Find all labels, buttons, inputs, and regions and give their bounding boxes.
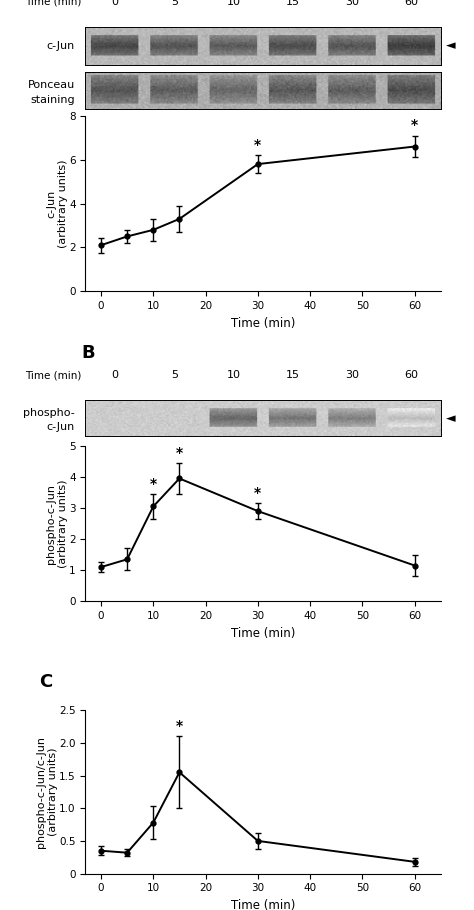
Text: 0: 0: [111, 0, 118, 6]
X-axis label: Time (min): Time (min): [231, 317, 295, 329]
Text: 15: 15: [286, 370, 300, 380]
Text: c-Jun: c-Jun: [46, 422, 75, 432]
Text: Time (min): Time (min): [26, 0, 82, 6]
Text: *: *: [411, 118, 418, 132]
Text: 5: 5: [171, 0, 178, 6]
Text: c-Jun: c-Jun: [46, 41, 75, 51]
Text: B: B: [82, 344, 95, 362]
Text: *: *: [254, 486, 261, 501]
Text: 10: 10: [227, 0, 240, 6]
Text: Time (min): Time (min): [26, 370, 82, 380]
X-axis label: Time (min): Time (min): [231, 899, 295, 910]
Text: 30: 30: [345, 0, 359, 6]
Text: Ponceau: Ponceau: [27, 80, 75, 90]
Text: 60: 60: [404, 0, 418, 6]
Text: phospho-: phospho-: [23, 408, 75, 418]
Text: C: C: [39, 672, 52, 691]
Text: 30: 30: [345, 370, 359, 380]
Text: *: *: [150, 477, 157, 490]
Text: 10: 10: [227, 370, 240, 380]
Text: 5: 5: [171, 370, 178, 380]
Text: ◄: ◄: [446, 40, 456, 53]
Text: *: *: [176, 446, 183, 460]
Y-axis label: c-Jun
(arbitrary units): c-Jun (arbitrary units): [46, 159, 68, 248]
Y-axis label: phospho-c-Jun/c-Jun
(arbitrary units): phospho-c-Jun/c-Jun (arbitrary units): [36, 736, 57, 848]
X-axis label: Time (min): Time (min): [231, 627, 295, 640]
Y-axis label: phospho-c-Jun
(arbitrary units): phospho-c-Jun (arbitrary units): [46, 480, 68, 568]
Text: *: *: [254, 138, 261, 152]
Text: 0: 0: [111, 370, 118, 380]
Text: 15: 15: [286, 0, 300, 6]
Text: ◄: ◄: [446, 411, 456, 425]
Text: staining: staining: [30, 95, 75, 105]
Text: 60: 60: [404, 370, 418, 380]
Text: *: *: [176, 719, 183, 733]
